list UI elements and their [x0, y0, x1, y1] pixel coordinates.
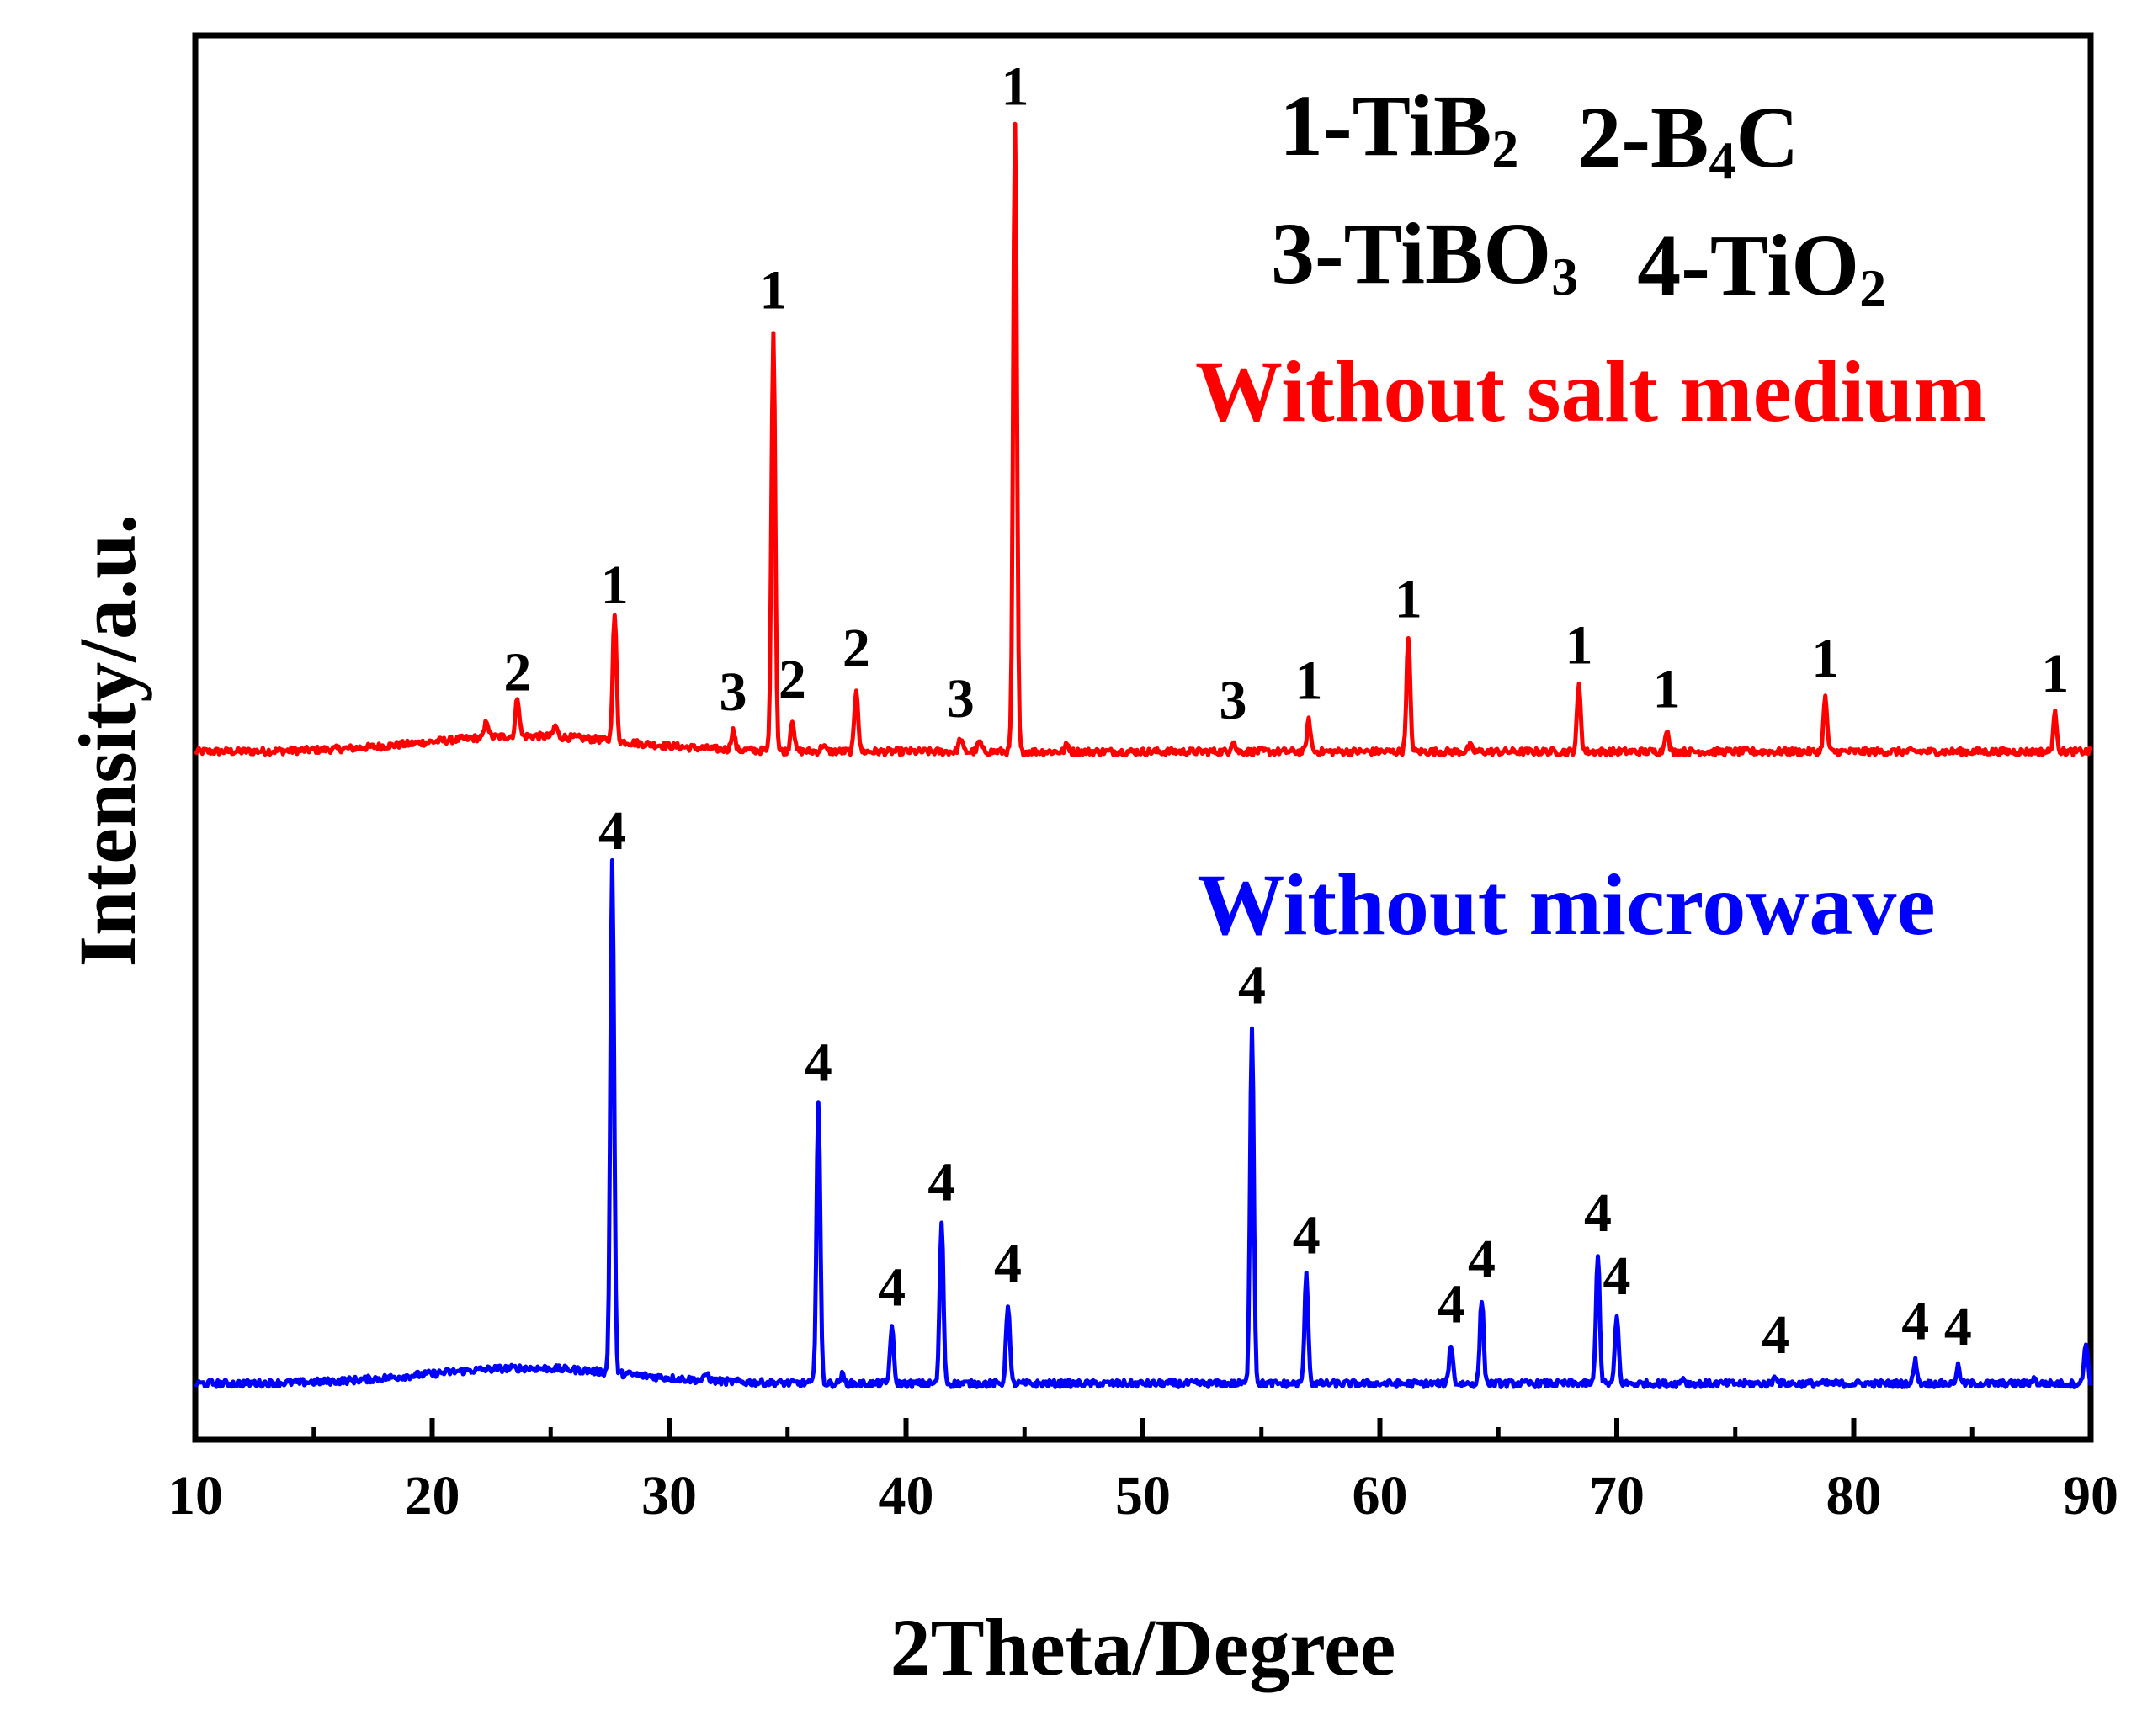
peak-label: 4 — [1238, 955, 1266, 1017]
peak-label: 1 — [1395, 569, 1422, 630]
peak-label: 4 — [1437, 1274, 1464, 1335]
peak-label: 1 — [1811, 628, 1839, 689]
series-layer — [193, 121, 2093, 1389]
series-line-2 — [194, 857, 2093, 1389]
x-tick-label: 70 — [1589, 1465, 1645, 1526]
peak-label: 1 — [1565, 615, 1592, 677]
peak-label: 1 — [1001, 56, 1028, 117]
legend-subscript: 2 — [1859, 258, 1886, 318]
x-axis-tick-labels: 10 20 30 40 50 60 70 80 90 — [167, 1465, 2118, 1526]
peak-label: 1 — [1653, 658, 1681, 719]
x-tick-label: 10 — [167, 1465, 223, 1526]
peak-label: 1 — [1295, 650, 1323, 711]
peak-label: 2 — [503, 641, 531, 703]
legend-entry-4: 4-TiO — [1637, 217, 1859, 314]
legend-entry-3: 3-TiBO — [1271, 205, 1551, 302]
peak-label: 4 — [1901, 1291, 1929, 1352]
x-tick-label: 50 — [1115, 1465, 1171, 1526]
peak-label: 1 — [601, 555, 629, 616]
y-axis-title: Intensity/a.u. — [62, 514, 152, 968]
legend-row-1: 1-TiB2 2-B4C — [1279, 77, 1799, 190]
peak-label: 4 — [878, 1256, 906, 1318]
legend-subscript: 3 — [1551, 247, 1578, 306]
legend-subscript: 2 — [1491, 119, 1518, 178]
legend-row-2: 3-TiBO3 4-TiO2 — [1271, 205, 1886, 318]
peak-label: 1 — [759, 259, 787, 321]
peak-label: 3 — [720, 661, 747, 723]
x-axis-ticks — [193, 1418, 2093, 1440]
x-tick-label: 60 — [1353, 1465, 1408, 1526]
peak-label: 3 — [947, 668, 975, 730]
legend-entry-2: 2-B — [1577, 89, 1709, 186]
peak-label: 4 — [927, 1151, 955, 1213]
x-tick-label: 80 — [1826, 1465, 1882, 1526]
peak-label: 3 — [1219, 670, 1246, 731]
x-axis-title: 2Theta/Degree — [890, 1602, 1396, 1692]
peak-label: 4 — [1762, 1304, 1789, 1366]
x-tick-label: 40 — [879, 1465, 934, 1526]
x-tick-label: 30 — [641, 1465, 697, 1526]
peak-label: 4 — [1468, 1229, 1496, 1290]
peak-label: 4 — [994, 1233, 1022, 1294]
x-tick-label: 90 — [2063, 1465, 2118, 1526]
series-line-1 — [193, 121, 2093, 757]
legend-subscript: 4 — [1709, 130, 1735, 190]
peak-label: 4 — [1603, 1245, 1631, 1307]
peak-label: 4 — [1293, 1205, 1321, 1266]
series-names: Without salt medium Without microwave — [1195, 343, 1986, 953]
peak-label: 4 — [805, 1032, 832, 1093]
peak-label: 2 — [842, 618, 870, 679]
series-name-2: Without microwave — [1197, 857, 1935, 953]
peak-label: 4 — [1944, 1296, 1972, 1357]
peak-label: 4 — [598, 800, 626, 862]
legend: 1-TiB2 2-B4C 3-TiBO3 4-TiO2 — [1271, 77, 1886, 318]
series-name-1: Without salt medium — [1195, 343, 1986, 440]
x-tick-label: 20 — [405, 1465, 460, 1526]
legend-entry-1: 1-TiB — [1279, 77, 1491, 174]
peak-label: 1 — [2041, 643, 2069, 704]
peak-label: 4 — [1584, 1182, 1612, 1244]
peak-label: 2 — [779, 649, 806, 710]
